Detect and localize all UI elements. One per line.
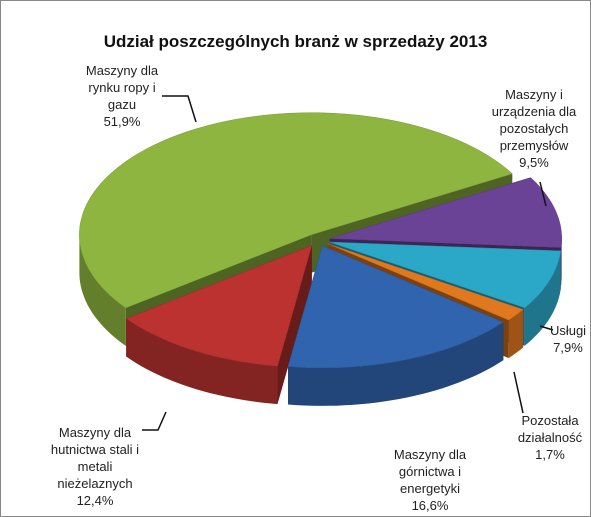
slice-label: Maszyny i urządzenia dla pozostałych prz… xyxy=(480,86,588,171)
slice xyxy=(125,244,313,405)
value-label: 51,9% xyxy=(103,114,141,129)
value-label: 7,9% xyxy=(553,340,583,355)
value-label: 16,6% xyxy=(411,498,449,513)
category-label: Pozostała działalność xyxy=(517,413,583,445)
pie xyxy=(79,112,562,406)
slice-top xyxy=(79,112,513,309)
category-label: Usługi xyxy=(549,323,587,338)
slice-label: Maszyny dla górnictwa i energetyki 16,6% xyxy=(385,446,475,514)
slice-top xyxy=(125,244,313,367)
slice-wall xyxy=(508,309,524,359)
slice-wall xyxy=(79,234,126,346)
slice xyxy=(287,245,504,406)
slice-wall xyxy=(524,250,561,346)
slice-wall xyxy=(288,322,504,406)
slice-label: Pozostała działalność 1,7% xyxy=(510,412,590,463)
slice-top xyxy=(287,245,504,369)
slice-label: Maszyny dla hutnictwa stali i metali nie… xyxy=(40,424,150,509)
category-label: Maszyny dla rynku ropy i gazu xyxy=(85,63,159,112)
category-label: Maszyny i urządzenia dla pozostałych prz… xyxy=(491,87,577,153)
slice-label: Usługi 7,9% xyxy=(546,322,590,356)
leader-lines xyxy=(142,95,554,431)
chart-title: Udział poszczególnych branż w sprzedaży … xyxy=(103,32,488,51)
leader-line xyxy=(539,325,554,331)
slice-top xyxy=(329,177,562,248)
leader-line xyxy=(539,181,547,207)
slice-wall xyxy=(126,318,278,405)
leader-line xyxy=(142,411,167,431)
leader-line xyxy=(513,371,524,414)
value-label: 1,7% xyxy=(535,447,565,462)
value-label: 9,5% xyxy=(519,155,549,170)
slice-wall xyxy=(561,238,562,286)
category-label: Maszyny dla hutnictwa stali i metali nie… xyxy=(50,425,140,491)
value-label: 12,4% xyxy=(76,493,114,508)
slice-top xyxy=(327,243,524,321)
slice-top xyxy=(329,241,562,309)
slice-label: Maszyny dla rynku ropy i gazu 51,9% xyxy=(74,62,170,130)
category-label: Maszyny dla górnictwa i energetyki xyxy=(393,447,467,496)
leader-line xyxy=(162,95,197,123)
